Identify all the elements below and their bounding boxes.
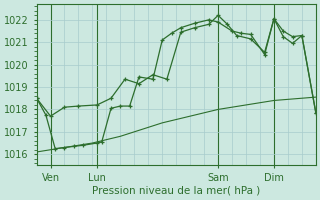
X-axis label: Pression niveau de la mer( hPa ): Pression niveau de la mer( hPa ) <box>92 186 260 196</box>
